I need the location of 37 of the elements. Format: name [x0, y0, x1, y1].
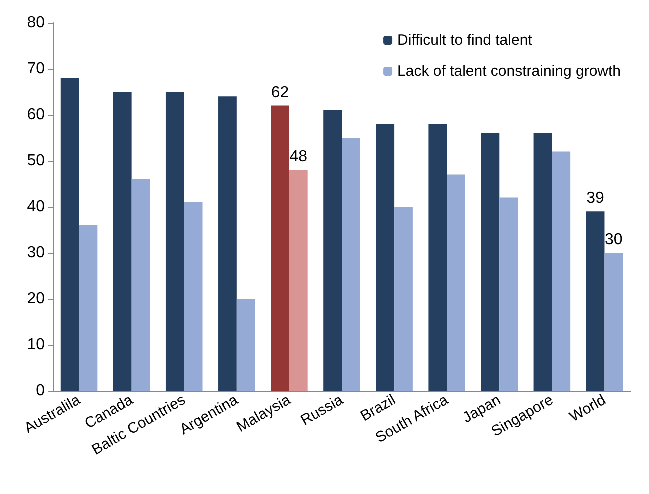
y-tick-label: 30 — [27, 244, 46, 262]
bar — [376, 124, 395, 391]
bar — [166, 92, 184, 391]
y-tick-label: 50 — [27, 152, 46, 170]
data-label: 39 — [586, 190, 605, 208]
bar — [586, 212, 605, 391]
y-tick-label: 60 — [27, 106, 46, 124]
bar — [79, 225, 98, 391]
bar — [534, 133, 552, 391]
bar — [481, 133, 500, 391]
bar — [324, 110, 342, 391]
bar — [132, 179, 150, 391]
bar — [342, 138, 360, 391]
bar — [447, 174, 466, 391]
y-tick-label: 20 — [27, 290, 46, 308]
bar — [236, 299, 256, 391]
data-label: 48 — [290, 148, 308, 166]
legend-label: Lack of talent constraining growth — [398, 63, 622, 80]
bar — [184, 202, 203, 391]
bar — [271, 106, 290, 391]
y-tick-label: 70 — [27, 60, 46, 78]
bar — [60, 78, 80, 391]
bar — [604, 253, 624, 391]
data-label: 62 — [271, 84, 290, 102]
bar — [428, 124, 448, 391]
legend-label: Difficult to find talent — [398, 32, 534, 49]
y-tick-label: 80 — [27, 14, 46, 32]
bar — [500, 198, 518, 391]
bar — [394, 207, 413, 391]
bar — [113, 92, 132, 391]
data-label: 30 — [605, 232, 623, 248]
bar — [289, 170, 308, 391]
y-tick-label: 10 — [27, 336, 46, 354]
y-tick-label: 40 — [27, 198, 46, 216]
bar — [552, 152, 571, 391]
bar — [218, 96, 237, 391]
y-tick-label: 0 — [36, 382, 46, 400]
